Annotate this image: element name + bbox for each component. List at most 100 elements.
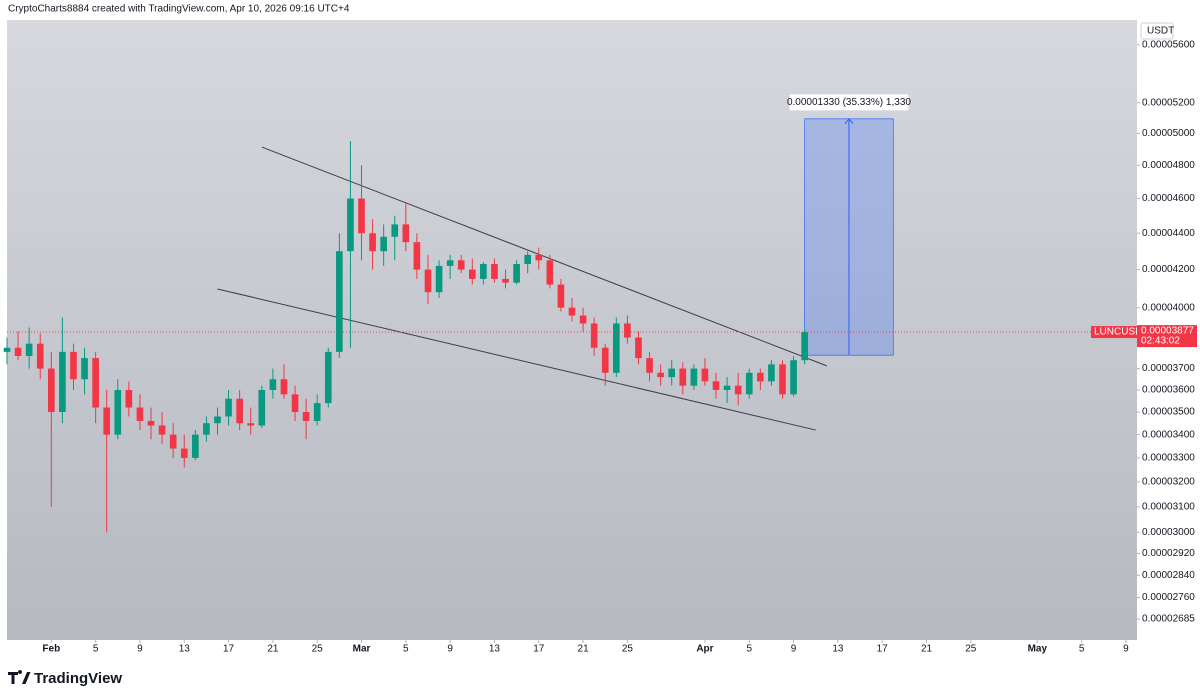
x-tick-label: 13: [489, 644, 501, 655]
candle-body: [624, 323, 631, 338]
candle-body: [47, 368, 55, 412]
x-tick-label: May: [1028, 644, 1048, 655]
candle-body: [203, 423, 210, 435]
candle-body: [402, 224, 410, 243]
candle-body: [291, 394, 299, 412]
x-tick-label: 5: [403, 644, 409, 655]
candle-body: [36, 343, 44, 369]
candle-body: [147, 420, 155, 426]
x-tick-label: Apr: [696, 644, 713, 655]
plot-background: [7, 20, 1137, 640]
y-tick-label: 0.00002685: [1142, 614, 1195, 625]
candle-body: [158, 425, 166, 435]
candle-body: [169, 434, 177, 449]
y-tick-label: 0.00003500: [1142, 407, 1195, 418]
candle-body: [690, 368, 698, 386]
trendline: [217, 288, 816, 431]
x-tick-label: 21: [921, 644, 933, 655]
candle-body: [480, 264, 487, 279]
plot: 0.00001330 (35.33%) 1,330: [3, 93, 1137, 533]
candle-body: [70, 351, 77, 380]
y-tick-label: 0.00004400: [1142, 228, 1195, 239]
candle-body: [779, 364, 786, 395]
candle-body: [612, 323, 620, 373]
candle-body: [225, 398, 232, 417]
currency-box: [1140, 22, 1174, 40]
candle-body: [668, 368, 676, 378]
y-tick-label: 0.00005000: [1142, 128, 1195, 139]
candle-body: [3, 347, 11, 352]
candle-body: [59, 351, 66, 412]
logo-mark: [8, 670, 31, 684]
candle-body: [192, 434, 199, 458]
y-tick-label: 0.00005600: [1142, 39, 1195, 50]
candle-body: [601, 347, 609, 373]
x-tick-label: 17: [533, 644, 545, 655]
candle-body: [347, 198, 354, 252]
candle-body: [568, 307, 576, 316]
candle-body: [136, 407, 144, 421]
y-tick-label: 0.00002920: [1142, 548, 1195, 559]
candle-body: [247, 423, 255, 426]
candle-body: [590, 323, 598, 348]
y-tick-label: 0.00003700: [1142, 363, 1195, 374]
x-tick-label: 9: [447, 644, 453, 655]
candle-body: [524, 254, 532, 265]
candle-body: [679, 368, 687, 386]
x-tick-label: 5: [746, 644, 752, 655]
x-tick-label: 9: [791, 644, 797, 655]
candle-body: [324, 351, 332, 404]
y-tick-label: 0.00004800: [1142, 160, 1195, 171]
candle-body: [757, 372, 764, 382]
candle-body: [457, 260, 465, 270]
x-tick-label: 13: [832, 644, 844, 655]
last-price-box: [1137, 325, 1197, 348]
countdown: 02:43:02: [1141, 336, 1180, 347]
candle-body: [25, 343, 33, 357]
x-tick-label: 25: [312, 644, 324, 655]
candle-body: [14, 347, 22, 357]
x-tick-label: 17: [877, 644, 889, 655]
candle-body: [258, 389, 266, 426]
y-tick-label: 0.00002840: [1142, 570, 1195, 581]
candle-body: [557, 284, 565, 308]
y-tick-label: 0.00003300: [1142, 453, 1195, 464]
brand-logo: TradingView: [8, 670, 122, 687]
candle-body: [712, 381, 720, 390]
x-tick-label: Feb: [42, 644, 60, 655]
x-tick-label: 9: [137, 644, 143, 655]
candle-body: [302, 411, 310, 421]
candle-body: [358, 198, 365, 234]
x-tick-label: 5: [1079, 644, 1085, 655]
x-tick-label: 13: [179, 644, 191, 655]
candle-body: [446, 260, 454, 266]
candle-body: [801, 332, 808, 361]
y-tick-label: 0.00004000: [1142, 302, 1195, 313]
candle-body: [114, 389, 122, 435]
brand: TradingView: [34, 670, 122, 687]
candle-body: [768, 364, 775, 382]
candle-body: [491, 264, 498, 279]
candle-body: [269, 379, 277, 390]
candle-body: [103, 407, 111, 435]
candle-body: [468, 269, 476, 279]
x-tick-label: 9: [1123, 644, 1129, 655]
candle-body: [546, 260, 554, 285]
symbol-label: LUNCUSDT: [1094, 327, 1148, 338]
candle-body: [646, 358, 653, 373]
x-tick-label: 5: [93, 644, 99, 655]
header: CryptoCharts8884 created with TradingVie…: [8, 4, 350, 15]
x-tick-label: 21: [267, 644, 279, 655]
y-tick-label: 0.00003600: [1142, 385, 1195, 396]
candle-body: [214, 416, 221, 424]
x-tick-label: 25: [622, 644, 634, 655]
y-tick-label: 0.00003400: [1142, 429, 1195, 440]
y-tick-label: 0.00003100: [1142, 501, 1195, 512]
candle-body: [745, 372, 753, 395]
candle-body: [734, 385, 742, 395]
candle-body: [790, 360, 797, 395]
candle-body: [391, 224, 399, 237]
y-tick-label: 0.00004200: [1142, 264, 1195, 275]
